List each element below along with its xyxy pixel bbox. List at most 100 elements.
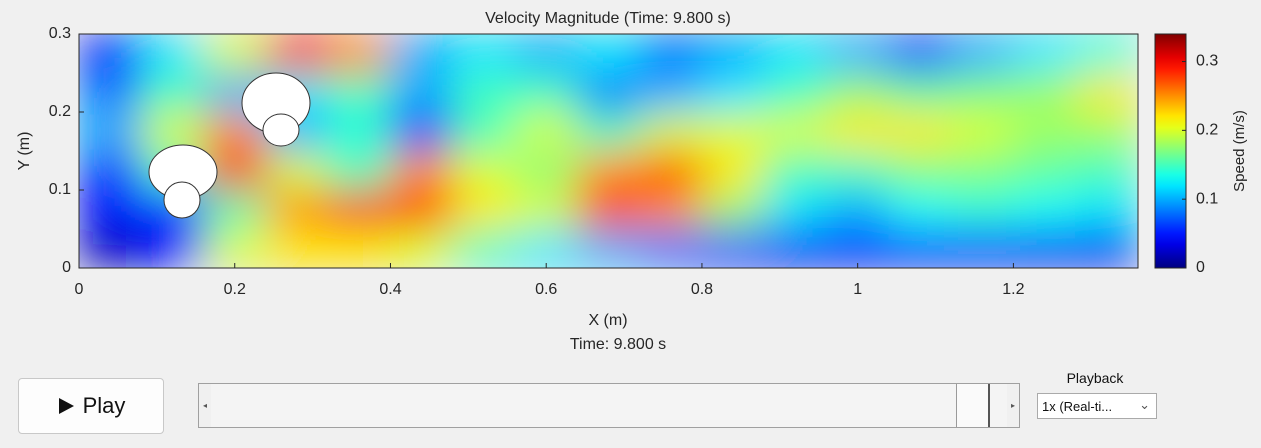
heat-cell (763, 189, 828, 230)
heat-cell (514, 72, 578, 113)
chart-title: Velocity Magnitude (Time: 9.800 s) (485, 10, 731, 27)
heat-cell (763, 34, 828, 74)
heat-cell (701, 72, 765, 113)
slider-thumb[interactable] (956, 384, 990, 427)
heat-cell (763, 228, 828, 268)
chart: Velocity Magnitude (Time: 9.800 s) X (m)… (16, 10, 1248, 353)
heat-cell (79, 150, 142, 191)
x-tick-label: 0 (75, 281, 84, 298)
heat-cell (452, 189, 516, 230)
heat-cell (265, 34, 329, 74)
x-tick-label: 0.6 (535, 281, 557, 298)
heat-cell (701, 34, 765, 74)
heat-cell (1075, 228, 1138, 268)
heat-cell (514, 228, 578, 268)
heat-cell (576, 228, 641, 268)
x-tick-label: 0.2 (224, 281, 246, 298)
y-tick-label: 0 (62, 259, 71, 276)
heat-cell (888, 72, 952, 113)
y-tick-label: 0.1 (49, 181, 71, 198)
heat-cell (514, 150, 578, 191)
play-text: Play (82, 393, 126, 418)
heat-cell (950, 111, 1014, 152)
speed-dropdown[interactable]: 1x (Real-ti... ⌄ (1037, 393, 1157, 419)
heat-cell (327, 72, 391, 113)
heat-cell (327, 34, 391, 74)
x-tick-label: 0.4 (379, 281, 401, 298)
heat-cell (950, 189, 1014, 230)
heat-cell (140, 111, 205, 152)
x-axis-label: X (m) (588, 312, 627, 329)
heat-cell (888, 150, 952, 191)
heat-cell (203, 228, 267, 268)
colorbar (1154, 33, 1187, 269)
play-icon (58, 398, 74, 414)
heat-cell (576, 34, 641, 74)
heat-cell (514, 189, 578, 230)
heat-cell (327, 189, 391, 230)
heat-cell (950, 72, 1014, 113)
heat-cell (514, 111, 578, 152)
heat-cell (763, 150, 828, 191)
dropdown-arrow: ⌄ (1139, 397, 1150, 412)
heat-cell (452, 34, 516, 74)
heat-cell (140, 228, 205, 268)
speed-label: Playback (1066, 370, 1124, 386)
colorbar-label: Speed (m/s) (1231, 110, 1248, 192)
y-tick-label: 0.3 (49, 25, 71, 42)
x-tick-label: 0.8 (691, 281, 713, 298)
x-tick-label: 1.2 (1002, 281, 1024, 298)
heat-cell (701, 189, 765, 230)
slider-left[interactable]: ◂ (199, 384, 211, 427)
heat-cell (203, 189, 267, 230)
heat-cell (452, 228, 516, 268)
heat-cell (763, 72, 828, 113)
heat-cell (452, 111, 516, 152)
heat-cell (639, 189, 703, 230)
heat-cell (327, 111, 391, 152)
heat-cell (826, 189, 890, 230)
heat-cell (639, 150, 703, 191)
heat-cell (576, 189, 641, 230)
heat-cell (452, 150, 516, 191)
heat-cell (888, 189, 952, 230)
heat-cell (950, 150, 1014, 191)
slider-right[interactable]: ▸ (1007, 384, 1019, 427)
heat-cell (701, 111, 765, 152)
heat-cell (826, 150, 890, 191)
heat-cell (389, 150, 454, 191)
heat-cell (452, 72, 516, 113)
heat-cell (79, 228, 142, 268)
colorbar-tick-label: 0.2 (1196, 122, 1218, 139)
y-tick-label: 0.2 (49, 103, 71, 120)
heat-cell (79, 72, 142, 113)
axes-box (78, 33, 1139, 269)
heat-cell (79, 189, 142, 230)
heat-cell (950, 228, 1014, 268)
heat-cell (1075, 189, 1138, 230)
time-slider[interactable]: ◂ ▸ (198, 383, 1020, 428)
heat-cell (1012, 72, 1077, 113)
heat-cell (327, 150, 391, 191)
heat-cell (265, 228, 329, 268)
heat-cell (576, 150, 641, 191)
heat-cell (639, 228, 703, 268)
heat-cell (1012, 228, 1077, 268)
heat-cell (826, 72, 890, 113)
colorbar-tick-label: 0 (1196, 259, 1205, 276)
y-axis-label: Y (m) (16, 132, 33, 171)
time-label: Time: 9.800 s (570, 336, 666, 353)
heat-cell (888, 111, 952, 152)
heat-cell (203, 34, 267, 74)
heat-cell (826, 111, 890, 152)
heat-cell (327, 228, 391, 268)
heat-cell (389, 111, 454, 152)
heat-cell (1012, 34, 1077, 74)
heat-cell (140, 34, 205, 74)
heat-cell (389, 72, 454, 113)
heat-cell (79, 111, 142, 152)
heat-cell (1012, 189, 1077, 230)
heat-cell (576, 111, 641, 152)
heat-cell (826, 228, 890, 268)
play-button[interactable]: Play (18, 378, 164, 434)
